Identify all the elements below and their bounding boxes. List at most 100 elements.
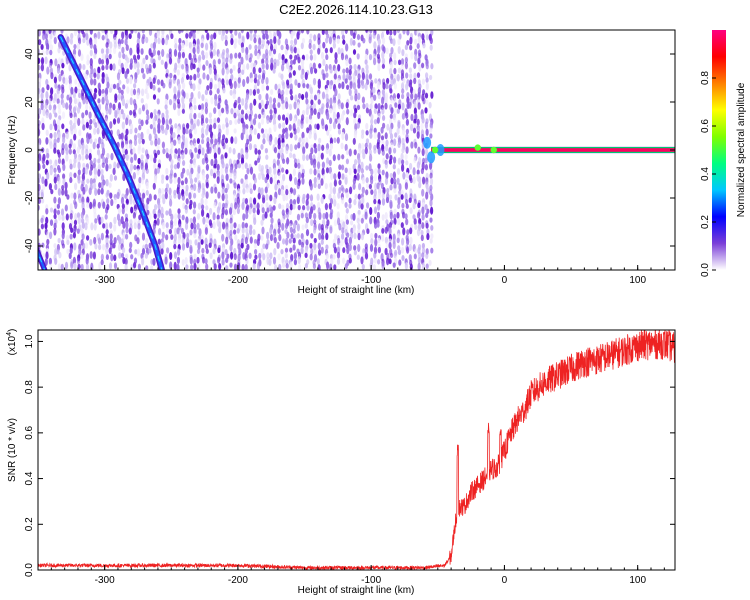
spectrogram-cell <box>244 113 248 120</box>
spectrogram-cell <box>177 83 181 91</box>
spectrogram-cell <box>202 172 206 181</box>
spectrogram-cell <box>148 242 152 249</box>
spectrogram-cell <box>188 192 192 200</box>
spectrogram-cell <box>64 181 68 190</box>
spectrogram-cell <box>269 194 273 202</box>
spectrogram-cell <box>109 63 113 71</box>
spectrogram-cell <box>265 85 270 91</box>
spectrogram-cell <box>173 176 177 185</box>
spectrogram-cell <box>196 30 200 35</box>
spectrogram-cell <box>176 263 180 270</box>
spectrogram-cell <box>362 152 366 160</box>
spectrogram-cell <box>369 128 373 135</box>
spectrogram-cell <box>101 53 105 61</box>
spectrogram-cell <box>146 67 150 75</box>
spectrogram-cell <box>86 178 90 184</box>
colorbar-gradient <box>712 30 726 270</box>
spectrogram-cell <box>288 191 292 200</box>
spectrogram-cell <box>120 252 125 259</box>
x-tick-label: 100 <box>629 575 646 586</box>
spectrogram-cell <box>317 161 321 170</box>
spectrogram-cell <box>225 108 229 115</box>
spectrogram-cell <box>205 248 209 254</box>
spectrogram-cell <box>365 189 369 196</box>
spectrogram-cell <box>365 182 370 189</box>
spectrogram-cell <box>326 79 330 86</box>
spectrogram-cell <box>253 238 258 245</box>
spectrogram-cell <box>192 46 196 55</box>
spectrogram-cell <box>232 148 236 155</box>
spectrogram-cell <box>222 221 226 230</box>
spectrogram-cell <box>425 99 429 105</box>
spectrogram-cell <box>189 217 193 224</box>
spectrogram-cell <box>189 83 194 89</box>
spectrogram-cell <box>420 234 424 242</box>
spectrogram-cell <box>249 188 253 195</box>
spectrogram-cell <box>289 77 293 84</box>
spectrogram-cell <box>245 187 249 193</box>
y-tick-label: -40 <box>24 238 35 253</box>
spectrogram-cell <box>357 42 361 48</box>
spectrogram-cell <box>430 63 434 70</box>
spectrogram-cell <box>209 222 213 229</box>
spectrogram-cell <box>133 153 137 161</box>
spectrogram-cell <box>141 257 145 266</box>
spectrogram-cell <box>285 87 289 96</box>
spectrogram-cell <box>38 39 42 46</box>
spectrogram-cell <box>242 78 246 88</box>
spectrogram-cell <box>84 183 88 192</box>
spectrogram-cell <box>196 172 200 180</box>
spectrogram-cell <box>216 117 221 123</box>
spectrogram-cell <box>241 263 245 270</box>
spectrogram-cell <box>58 73 62 82</box>
spectrogram-cell <box>397 38 401 46</box>
spectrogram-cell <box>210 42 214 51</box>
spectrogram-cell <box>418 64 422 72</box>
spectrogram-cell <box>126 86 130 94</box>
spectrogram-cell <box>300 233 304 240</box>
spectrogram-cell <box>265 194 269 201</box>
spectrogram-cell <box>289 113 293 122</box>
spectrogram-cell <box>381 214 385 221</box>
spectrogram-cell <box>210 158 214 167</box>
spectrogram-cell <box>121 207 125 215</box>
spectrogram-cell <box>329 83 333 90</box>
spectrogram-cell <box>217 81 221 90</box>
spectrogram-cell <box>98 136 102 145</box>
spectrogram-cell <box>169 198 173 207</box>
spectrogram-cell <box>353 249 357 256</box>
spectrogram-cell <box>70 32 74 40</box>
spectrogram-cell <box>240 178 244 184</box>
spectrogram-cell <box>337 191 341 199</box>
spectrogram-cell <box>252 229 256 236</box>
spectrogram-cell <box>206 136 210 144</box>
spectrogram-cell <box>113 254 117 262</box>
spectrogram-cell <box>409 162 413 170</box>
x-tick-label: -300 <box>95 275 115 286</box>
spectrogram-cell <box>293 46 297 54</box>
spectrogram-cell <box>405 72 409 79</box>
spectrogram-cell <box>260 143 264 150</box>
spectrogram-cell <box>177 208 181 215</box>
spectrogram-cell <box>61 188 65 196</box>
spectrogram-cell <box>225 117 229 124</box>
spectrogram-cell <box>120 109 124 115</box>
spectrogram-cell <box>202 122 206 129</box>
spectrogram-cell <box>308 124 312 132</box>
spectrogram-cell <box>170 33 174 40</box>
spectrogram-cell <box>393 156 397 164</box>
spectrogram-ylabel: Frequency (Hz) <box>7 116 18 185</box>
spectrogram-cell <box>426 228 430 235</box>
spectrogram-cell <box>281 222 285 231</box>
spectrogram-cell <box>193 227 197 235</box>
spectrogram-cell <box>285 101 289 110</box>
spectrogram-cell <box>193 57 198 64</box>
spectrogram-cell <box>218 226 222 234</box>
spectrogram-cell <box>181 194 185 201</box>
spectrogram-cell <box>321 144 325 151</box>
spectrogram-cell <box>384 102 388 110</box>
spectrogram-cell <box>230 38 234 46</box>
spectrogram-cell <box>322 174 326 180</box>
spectrogram-cell <box>280 147 284 155</box>
spectrogram-cell <box>253 177 257 184</box>
